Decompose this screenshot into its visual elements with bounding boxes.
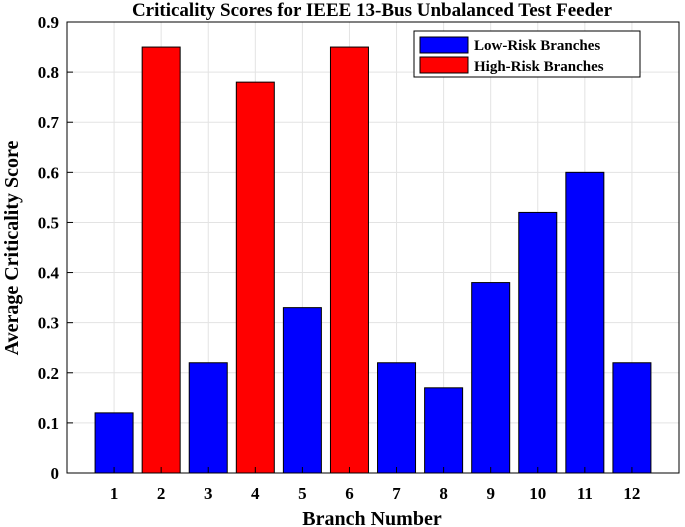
legend-label-low-risk: Low-Risk Branches — [474, 38, 600, 54]
bar-branch-3 — [188, 362, 228, 474]
bar-branch-11 — [565, 171, 605, 474]
x-tick-label: 1 — [110, 484, 119, 503]
x-tick-label: 6 — [345, 484, 354, 503]
legend-swatch-low-risk — [419, 36, 469, 54]
y-tick-label: 0.2 — [38, 364, 59, 383]
y-tick-label: 0.4 — [38, 264, 60, 283]
x-tick-label: 8 — [439, 484, 448, 503]
y-tick-label: 0.1 — [38, 414, 59, 433]
bar-branch-9 — [471, 282, 511, 474]
x-tick-label: 12 — [623, 484, 640, 503]
x-tick-label: 10 — [529, 484, 546, 503]
y-tick-label: 0 — [51, 464, 60, 483]
bar-branch-7 — [377, 362, 417, 474]
bar-branch-2 — [141, 46, 181, 474]
legend-label-high-risk: High-Risk Branches — [474, 59, 604, 75]
legend-swatch-high-risk — [419, 56, 469, 74]
bar-branch-1 — [94, 412, 134, 474]
plot-frame — [66, 21, 680, 474]
bar-branch-8 — [424, 387, 464, 474]
x-tick-label: 4 — [251, 484, 260, 503]
y-tick-label: 0.8 — [38, 63, 59, 82]
legend: Low-Risk Branches High-Risk Branches — [413, 30, 641, 78]
y-tick-label: 0.6 — [38, 163, 59, 182]
x-axis-ticks: 1 2 3 4 5 6 7 8 9 10 11 12 — [110, 467, 640, 503]
x-tick-label: 3 — [204, 484, 213, 503]
x-tick-label: 7 — [392, 484, 401, 503]
y-tick-label: 0.5 — [38, 213, 59, 232]
bars-group — [94, 46, 652, 474]
bar-branch-12 — [612, 362, 652, 474]
bar-branch-6 — [329, 46, 369, 474]
y-tick-label: 0.3 — [38, 314, 59, 333]
y-axis-label: Average Criticality Score — [1, 141, 23, 356]
x-tick-label: 9 — [486, 484, 495, 503]
x-axis-label: Branch Number — [302, 508, 442, 527]
y-tick-label: 0.7 — [38, 113, 60, 132]
chart-title: Criticality Scores for IEEE 13-Bus Unbal… — [132, 0, 613, 21]
x-tick-label: 5 — [298, 484, 307, 503]
x-tick-label: 2 — [157, 484, 166, 503]
y-axis-ticks: 0 0.1 0.2 0.3 0.4 0.5 0.6 0.7 0.8 0.9 — [38, 13, 73, 483]
bar-branch-4 — [235, 81, 275, 474]
bar-branch-5 — [282, 307, 322, 474]
bar-branch-10 — [518, 211, 558, 474]
x-tick-label: 11 — [577, 484, 593, 503]
y-tick-label: 0.9 — [38, 13, 59, 32]
